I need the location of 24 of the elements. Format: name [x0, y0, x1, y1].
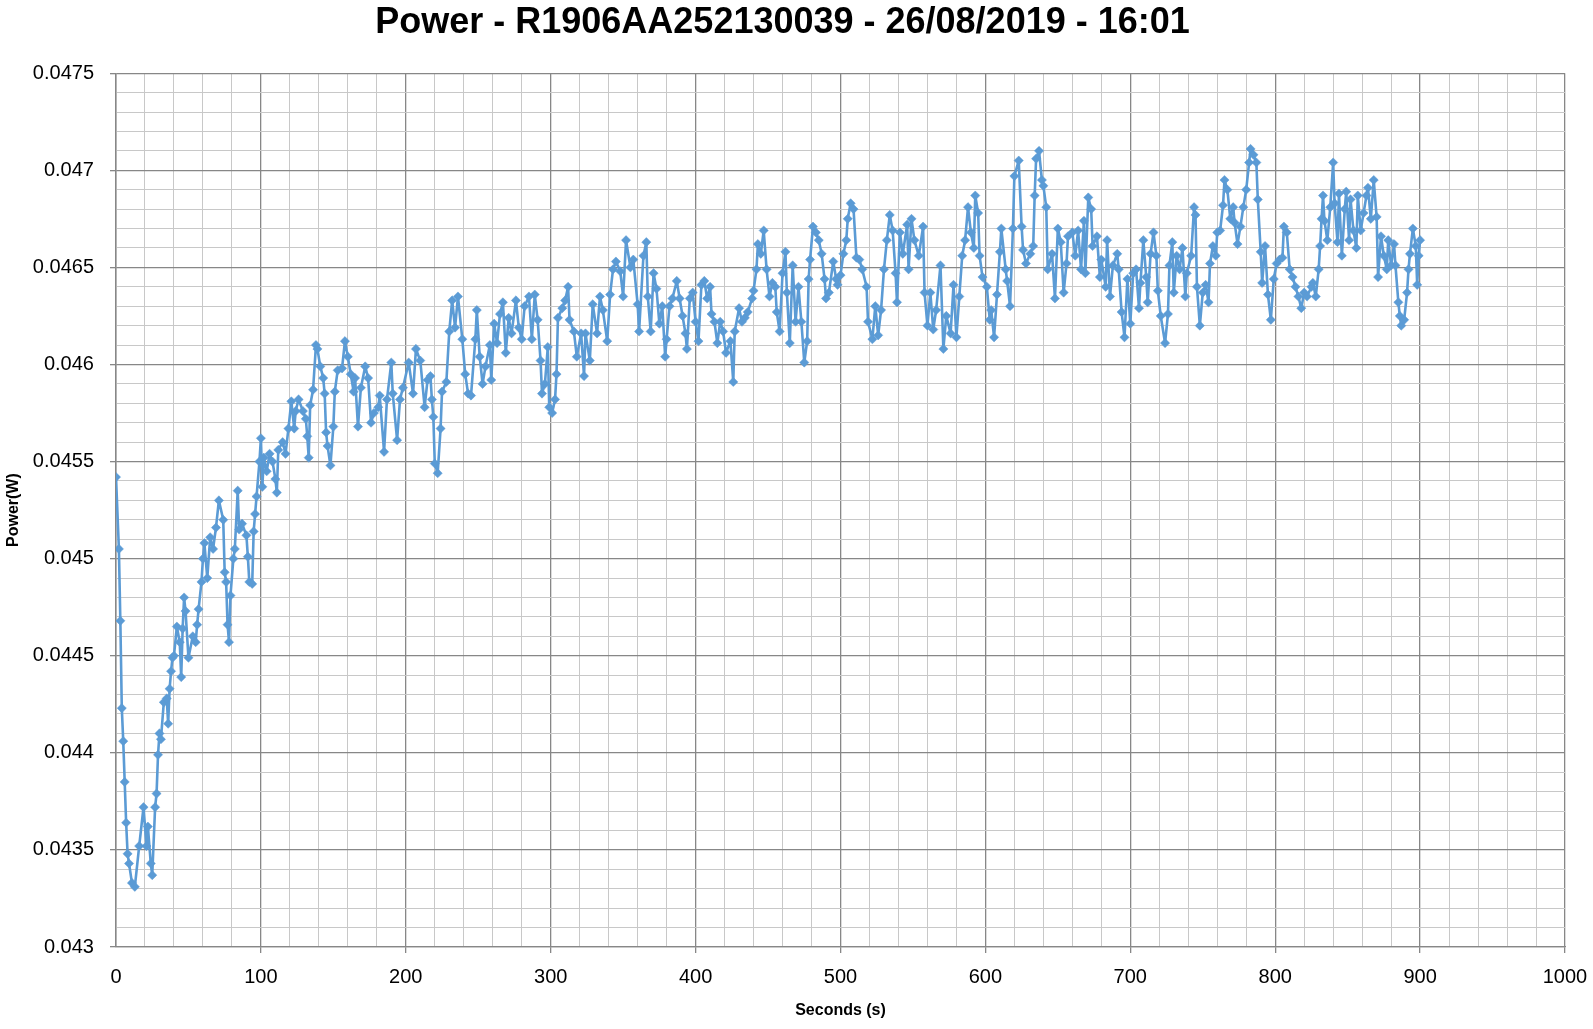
y-tick-label: 0.0455	[32, 449, 94, 472]
x-tick-label: 200	[389, 964, 423, 987]
x-axis-title: Seconds (s)	[795, 1000, 886, 1018]
x-tick-label: 700	[1113, 964, 1147, 987]
y-tick-label: 0.046	[43, 351, 94, 374]
y-tick-label: 0.0445	[32, 643, 94, 666]
x-tick-label: 400	[678, 964, 713, 987]
x-tick-label: 1000	[1542, 964, 1588, 987]
chart-title: Power - R1906AA252130039 - 26/08/2019 - 16:01	[375, 0, 1190, 41]
y-tick-label: 0.044	[43, 740, 94, 763]
x-tick-label: 800	[1258, 964, 1292, 987]
y-tick-label: 0.0465	[32, 254, 94, 277]
x-tick-label: 100	[244, 964, 278, 987]
x-tick-label: 0	[110, 964, 122, 987]
y-tick-label: 0.047	[43, 157, 94, 180]
x-tick-label: 900	[1403, 964, 1437, 987]
x-tick-label: 600	[968, 964, 1003, 987]
y-tick-label: 0.0435	[32, 837, 94, 860]
x-tick-label: 300	[534, 964, 568, 987]
y-axis-title: Power(W)	[4, 473, 22, 547]
x-tick-label: 500	[823, 964, 858, 987]
y-tick-label: 0.0475	[32, 60, 94, 83]
y-tick-label: 0.043	[43, 934, 94, 957]
y-tick-label: 0.045	[43, 546, 94, 569]
